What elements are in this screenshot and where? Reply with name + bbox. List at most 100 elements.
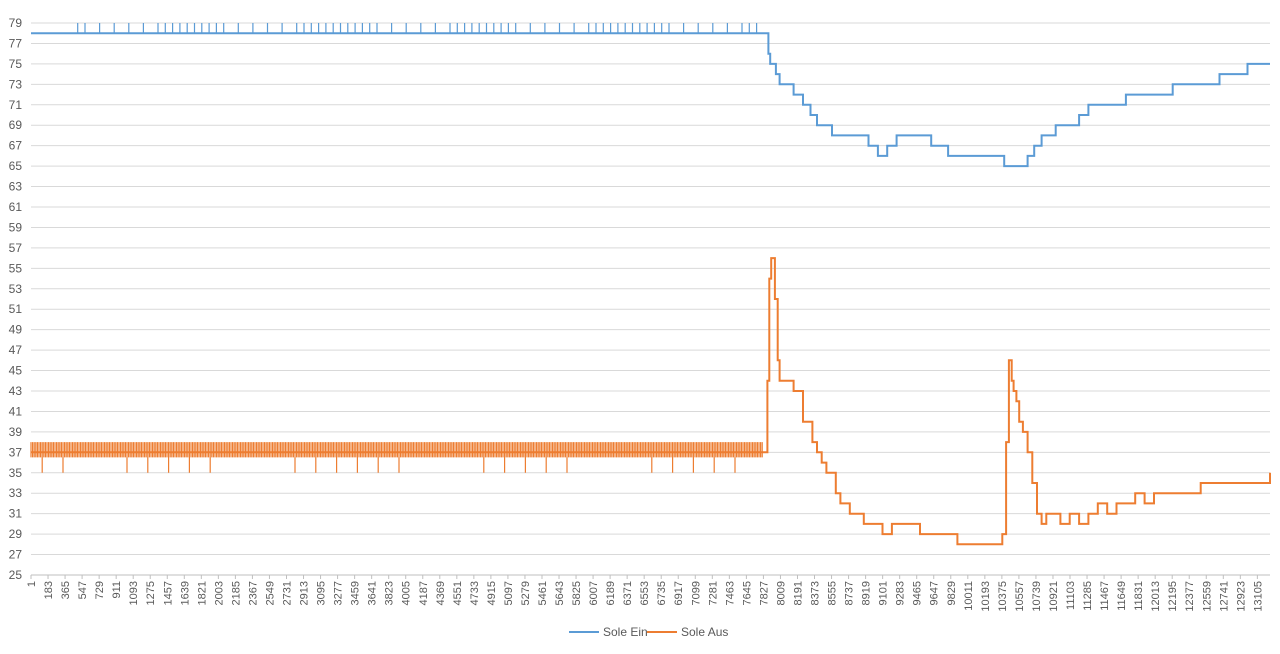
x-tick-label: 8555 (827, 581, 839, 605)
y-tick-label: 27 (9, 548, 23, 562)
x-tick-label: 3277 (333, 581, 345, 605)
y-tick-label: 67 (9, 139, 23, 153)
x-tick-label: 10193 (980, 581, 992, 612)
x-tick-label: 6189 (605, 581, 617, 605)
x-tick-label: 183 (43, 581, 55, 599)
x-tick-label: 6735 (656, 581, 668, 605)
x-tick-label: 729 (94, 581, 106, 599)
x-tick-label: 9647 (929, 581, 941, 605)
x-tick-label: 4915 (486, 581, 498, 605)
y-tick-label: 47 (9, 343, 23, 357)
y-tick-label: 79 (9, 16, 23, 30)
series-spikes-0 (77, 23, 758, 34)
x-tick-label: 5279 (520, 581, 532, 605)
x-tick-label: 547 (77, 581, 89, 599)
x-tick-label: 6007 (588, 581, 600, 605)
x-tick-label: 12377 (1184, 581, 1196, 612)
x-tick-label: 7645 (741, 581, 753, 605)
x-tick-label: 1275 (145, 581, 157, 605)
x-tick-label: 2731 (281, 581, 293, 605)
x-tick-label: 7463 (724, 581, 736, 605)
x-tick-label: 11285 (1082, 581, 1094, 611)
x-tick-label: 365 (60, 581, 72, 599)
x-tick-label: 3823 (384, 581, 396, 605)
x-tick-label: 7281 (707, 581, 719, 605)
x-tick-label: 7099 (690, 581, 702, 605)
series-band-1 (30, 442, 763, 473)
x-tick-label: 9465 (912, 581, 924, 605)
gridlines (31, 22, 1270, 576)
x-tick-label: 6553 (639, 581, 651, 605)
y-tick-label: 49 (9, 323, 23, 337)
x-tick-label: 4369 (435, 581, 447, 605)
x-tick-label: 4187 (418, 581, 430, 605)
y-tick-label: 63 (9, 180, 23, 194)
y-tick-label: 37 (9, 445, 23, 459)
x-tick-label: 4551 (452, 581, 464, 605)
y-tick-label: 53 (9, 282, 23, 296)
x-tick-label: 5097 (503, 581, 515, 605)
legend-label-0: Sole Ein (603, 625, 648, 639)
x-tick-label: 12013 (1150, 581, 1162, 612)
x-tick-label: 10011 (963, 581, 975, 611)
x-tick-label: 12741 (1218, 581, 1230, 612)
x-tick-label: 5643 (554, 581, 566, 605)
x-tick-label: 12195 (1167, 581, 1179, 612)
x-tick-label: 6917 (673, 581, 685, 605)
y-axis: 25 27 29 31 33 35 37 39 41 43 45 47 49 51 53 55 57 59 61 63… (9, 16, 23, 582)
x-tick-label: 10557 (1014, 581, 1026, 612)
x-tick-label: 8919 (861, 581, 873, 605)
x-tick-label: 11103 (1065, 581, 1077, 610)
y-tick-label: 25 (9, 568, 23, 582)
x-tick-label: 1457 (162, 581, 174, 605)
x-tick-label: 2549 (264, 581, 276, 605)
y-tick-label: 41 (9, 404, 23, 418)
series-line-1 (31, 257, 1271, 546)
x-tick-label: 5461 (537, 581, 549, 605)
x-tick-label: 1639 (179, 581, 191, 605)
x-tick-label: 3095 (316, 581, 328, 605)
x-tick-label: 12923 (1235, 581, 1247, 612)
x-tick-label: 10739 (1031, 581, 1043, 612)
x-tick-label: 1821 (196, 581, 208, 605)
x-tick-label: 8191 (792, 581, 804, 605)
x-tick-label: 8373 (810, 581, 822, 605)
y-tick-label: 75 (9, 57, 23, 71)
series-line-0 (31, 32, 1270, 168)
legend: Sole Ein Sole Aus (569, 625, 728, 639)
x-tick-label: 6371 (622, 581, 634, 605)
y-tick-label: 43 (9, 384, 23, 398)
y-tick-label: 45 (9, 364, 23, 378)
x-tick-label: 9829 (946, 581, 958, 605)
y-tick-label: 35 (9, 466, 23, 480)
y-tick-label: 33 (9, 486, 23, 500)
x-tick-label: 1093 (128, 581, 140, 605)
x-tick-label: 8737 (844, 581, 856, 605)
x-tick-label: 1 (26, 581, 38, 587)
x-tick-label: 10375 (997, 581, 1009, 612)
y-tick-label: 59 (9, 220, 23, 234)
x-tick-label: 2367 (247, 581, 259, 605)
x-tick-label: 2003 (213, 581, 225, 605)
y-tick-label: 51 (9, 302, 23, 316)
y-tick-label: 55 (9, 261, 23, 275)
x-tick-label: 11467 (1099, 581, 1111, 611)
legend-label-1: Sole Aus (681, 625, 728, 639)
x-tick-label: 7827 (758, 581, 770, 605)
y-tick-label: 29 (9, 527, 23, 541)
x-tick-label: 10921 (1048, 581, 1060, 612)
series-lines (30, 23, 1271, 546)
x-tick-label: 9101 (878, 581, 890, 605)
x-tick-label: 3459 (350, 581, 362, 605)
y-tick-label: 71 (9, 98, 23, 112)
x-tick-label: 12559 (1201, 581, 1213, 612)
y-tick-label: 31 (9, 507, 23, 521)
x-tick-label: 2913 (299, 581, 311, 605)
y-tick-label: 65 (9, 159, 23, 173)
y-tick-label: 61 (9, 200, 23, 214)
x-tick-label: 5825 (571, 581, 583, 605)
x-tick-label: 4005 (401, 581, 413, 605)
x-tick-label: 911 (111, 581, 123, 599)
